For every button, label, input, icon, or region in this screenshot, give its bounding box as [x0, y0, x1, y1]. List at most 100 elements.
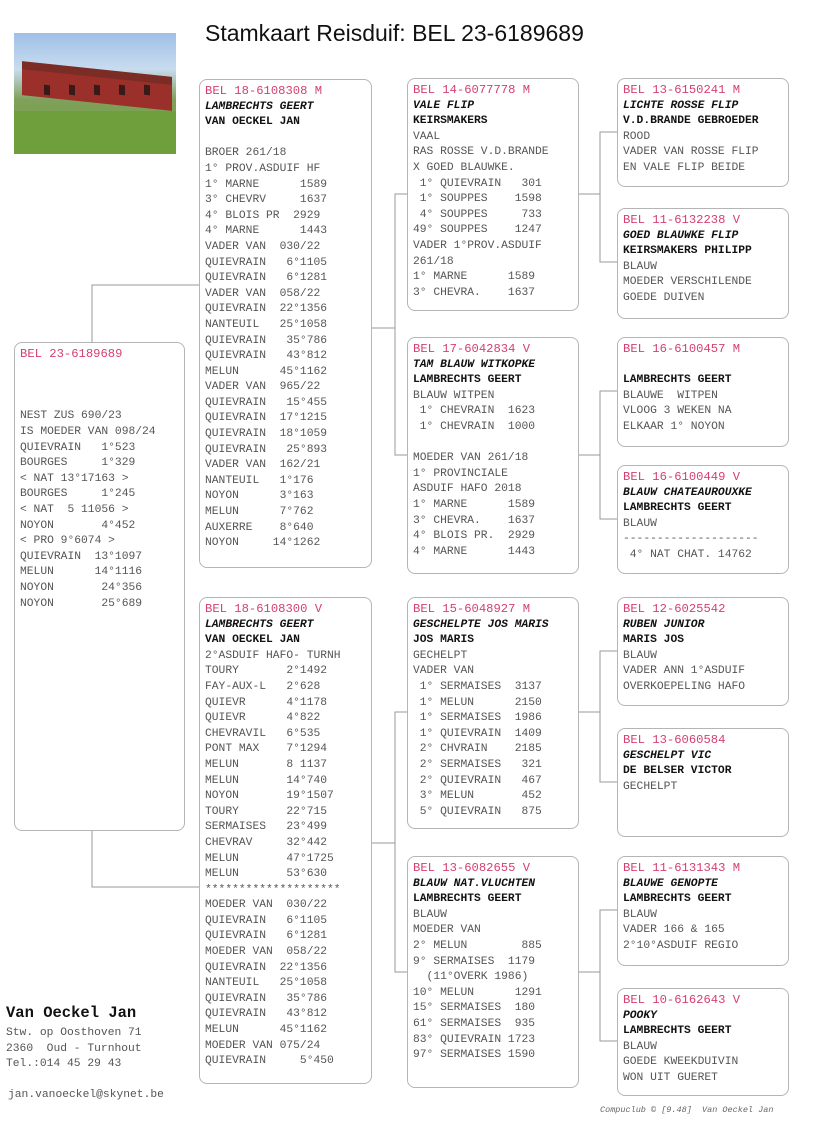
result-line: 9° SERMAISES 1179	[413, 955, 536, 968]
result-line: NOYON 4°452	[20, 519, 136, 532]
result-line: 1° SERMAISES 1986	[413, 712, 542, 725]
result-line: MELUN 47°1725	[205, 852, 334, 865]
owner-name: LAMBRECHTS GEERT	[623, 893, 732, 906]
result-line: NEST ZUS 690/23	[20, 410, 122, 423]
pigeon-card[interactable]: BEL 16-6100449 V BLAUW CHATEAUROUXKE LAMBR…	[617, 465, 789, 574]
ring-number: BEL 13-6082655 V	[413, 861, 531, 875]
owner-name: VAN OECKEL JAN	[205, 116, 300, 129]
owner-name: KEIRSMAKERS PHILIPP	[623, 245, 752, 258]
ring-number: BEL 17-6042834 V	[413, 342, 531, 356]
pigeon-card[interactable]: BEL 15-6048927 M GESCHELPTE JOS MARIS JOS …	[407, 597, 579, 829]
pigeon-card[interactable]: BEL 11-6131343 M BLAUWE GENOPTE LAMBRECHTS…	[617, 856, 789, 966]
result-line: QUIEVRAIN 43°812	[205, 1008, 328, 1021]
result-line: 1° MARNE 1589	[205, 178, 328, 191]
result-line: QUIEVRAIN 1°523	[20, 441, 136, 454]
result-line: GECHELPT	[623, 780, 678, 793]
result-line: BLAUW	[623, 260, 657, 273]
result-line: VADER 166 & 165	[623, 924, 725, 937]
pigeon-name: LICHTE ROSSE FLIP	[623, 99, 739, 112]
result-line: NANTEUIL 1°176	[205, 474, 314, 487]
result-line: MOEDER VAN 261/18	[413, 452, 529, 465]
pigeon-name: GESCHELPTE JOS MARIS	[413, 618, 549, 631]
result-line	[205, 131, 366, 147]
pigeon-card[interactable]: BEL 13-6082655 V BLAUW NAT.VLUCHTEN LAMBRE…	[407, 856, 579, 1088]
result-line: NOYON 3°163	[205, 490, 314, 503]
pigeon-card[interactable]: BEL 17-6042834 V TAM BLAUW WITKOPKE LAMBRE…	[407, 337, 579, 574]
result-line: QUIEVRAIN 6°1281	[205, 272, 328, 285]
pigeon-card[interactable]: BEL 13-6150241 M LICHTE ROSSE FLIP V.D.BRA…	[617, 78, 789, 187]
result-line: MELUN 14°1116	[20, 566, 143, 579]
result-line: MELUN 14°740	[205, 774, 328, 787]
result-line: TOURY 2°1492	[205, 665, 328, 678]
ring-number: BEL 10-6162643 V	[623, 993, 741, 1007]
breeder-email[interactable]: jan.vanoeckel@skynet.be	[8, 1089, 164, 1101]
result-line: 1° MARNE 1589	[413, 271, 536, 284]
result-line: FAY-AUX-L 2°628	[205, 680, 321, 693]
result-line: GOEDE DUIVEN	[623, 291, 705, 304]
footer-credit: Compuclub © [9.48] Van Oeckel Jan	[600, 1105, 774, 1115]
pigeon-card[interactable]: BEL 13-6060584 GESCHELPT VIC DE BELSER VIC…	[617, 728, 789, 837]
result-line: QUIEVRAIN 13°1097	[20, 550, 143, 563]
pigeon-card[interactable]: BEL 11-6132238 V GOED BLAUWKE FLIP KEIRSMA…	[617, 208, 789, 319]
pigeon-name: RUBEN JUNIOR	[623, 618, 705, 631]
owner-name: LAMBRECHTS GEERT	[623, 1025, 732, 1038]
pigeon-card[interactable]: BEL 10-6162643 V POOKY LAMBRECHTS GEERT BLA…	[617, 988, 789, 1096]
result-line: ASDUIF HAFO 2018	[413, 483, 522, 496]
owner-name: KEIRSMAKERS	[413, 115, 488, 128]
result-line: QUIEVRAIN 25°893	[205, 443, 328, 456]
breeder-phone: Tel.:014 45 29 43	[6, 1058, 122, 1071]
result-line: NANTEUIL 25°1058	[205, 977, 328, 990]
pigeon-name: BLAUW CHATEAUROUXKE	[623, 486, 752, 499]
result-line: BLAUW WITPEN	[413, 389, 495, 402]
loft-photo	[14, 33, 176, 154]
pigeon-name: LAMBRECHTS GEERT	[205, 100, 314, 113]
result-line: 2°ASDUIF HAFO- TURNH	[205, 649, 341, 662]
result-line: 5° QUIEVRAIN 875	[413, 805, 542, 818]
result-line: QUIEVRAIN 6°1105	[205, 914, 328, 927]
result-line: MOEDER VERSCHILENDE	[623, 276, 752, 289]
result-line: GECHELPT	[413, 649, 468, 662]
result-line: 3° CHEVRA. 1637	[413, 286, 536, 299]
result-line	[413, 436, 573, 452]
result-line: 1° QUIEVRAIN 301	[413, 177, 542, 190]
owner-name: V.D.BRANDE GEBROEDER	[623, 115, 759, 128]
result-line	[20, 394, 179, 410]
result-line: VADER VAN ROSSE FLIP	[623, 146, 759, 159]
pigeon-card[interactable]: BEL 18-6108308 M LAMBRECHTS GEERT VAN OECK…	[199, 79, 372, 568]
result-line: BLAUW	[623, 1040, 657, 1053]
result-line: VADER ANN 1°ASDUIF	[623, 665, 746, 678]
result-line: 4° SOUPPES 733	[413, 208, 542, 221]
result-line: MOEDER VAN 075/24	[205, 1039, 321, 1052]
pigeon-name: GOED BLAUWKE FLIP	[623, 229, 739, 242]
result-line: OVERKOEPELING HAFO	[623, 680, 746, 693]
result-line: QUIEVR 4°822	[205, 712, 321, 725]
result-line: MOEDER VAN 058/22	[205, 946, 328, 959]
result-line: VLOOG 3 WEKEN NA	[623, 405, 732, 418]
pigeon-card[interactable]: BEL 14-6077778 M VALE FLIP KEIRSMAKERS VAAL…	[407, 78, 579, 311]
result-line: MELUN 45°1162	[205, 365, 328, 378]
result-line: 1° MARNE 1589	[413, 498, 536, 511]
ring-number: BEL 11-6132238 V	[623, 213, 741, 227]
pigeon-name: TAM BLAUW WITKOPKE	[413, 358, 536, 371]
pigeon-name: GESCHELPT VIC	[623, 749, 712, 762]
result-line: 1° PROVINCIALE	[413, 467, 508, 480]
result-line: TOURY 22°715	[205, 805, 328, 818]
breeder-city: 2360 Oud - Turnhout	[6, 1042, 142, 1055]
pigeon-card[interactable]: BEL 16-6100457 M LAMBRECHTS GEERT BLAUWE W…	[617, 337, 789, 447]
pigeon-card[interactable]: BEL 23-6189689 NEST ZUS 690/23 IS MOEDER V…	[14, 342, 185, 831]
owner-name: LAMBRECHTS GEERT	[413, 893, 522, 906]
result-line: 261/18	[413, 255, 454, 268]
result-line: VADER VAN 058/22	[205, 287, 321, 300]
result-line: BOURGES 1°245	[20, 488, 136, 501]
ring-number: BEL 13-6060584	[623, 733, 726, 747]
result-line: WON UIT GUERET	[623, 1071, 718, 1084]
pigeon-card[interactable]: BEL 12-6025542 RUBEN JUNIOR MARIS JOS BLAUW…	[617, 597, 789, 706]
result-line: IS MOEDER VAN 098/24	[20, 425, 156, 438]
result-line: RAS ROSSE V.D.BRANDE	[413, 146, 549, 159]
ring-number: BEL 12-6025542	[623, 602, 726, 616]
result-line: QUIEVRAIN 35°786	[205, 334, 328, 347]
result-line: 4° BLOIS PR. 2929	[413, 530, 536, 543]
result-line: QUIEVR 4°1178	[205, 696, 328, 709]
pigeon-card[interactable]: BEL 18-6108300 V LAMBRECHTS GEERT VAN OECK…	[199, 597, 372, 1084]
